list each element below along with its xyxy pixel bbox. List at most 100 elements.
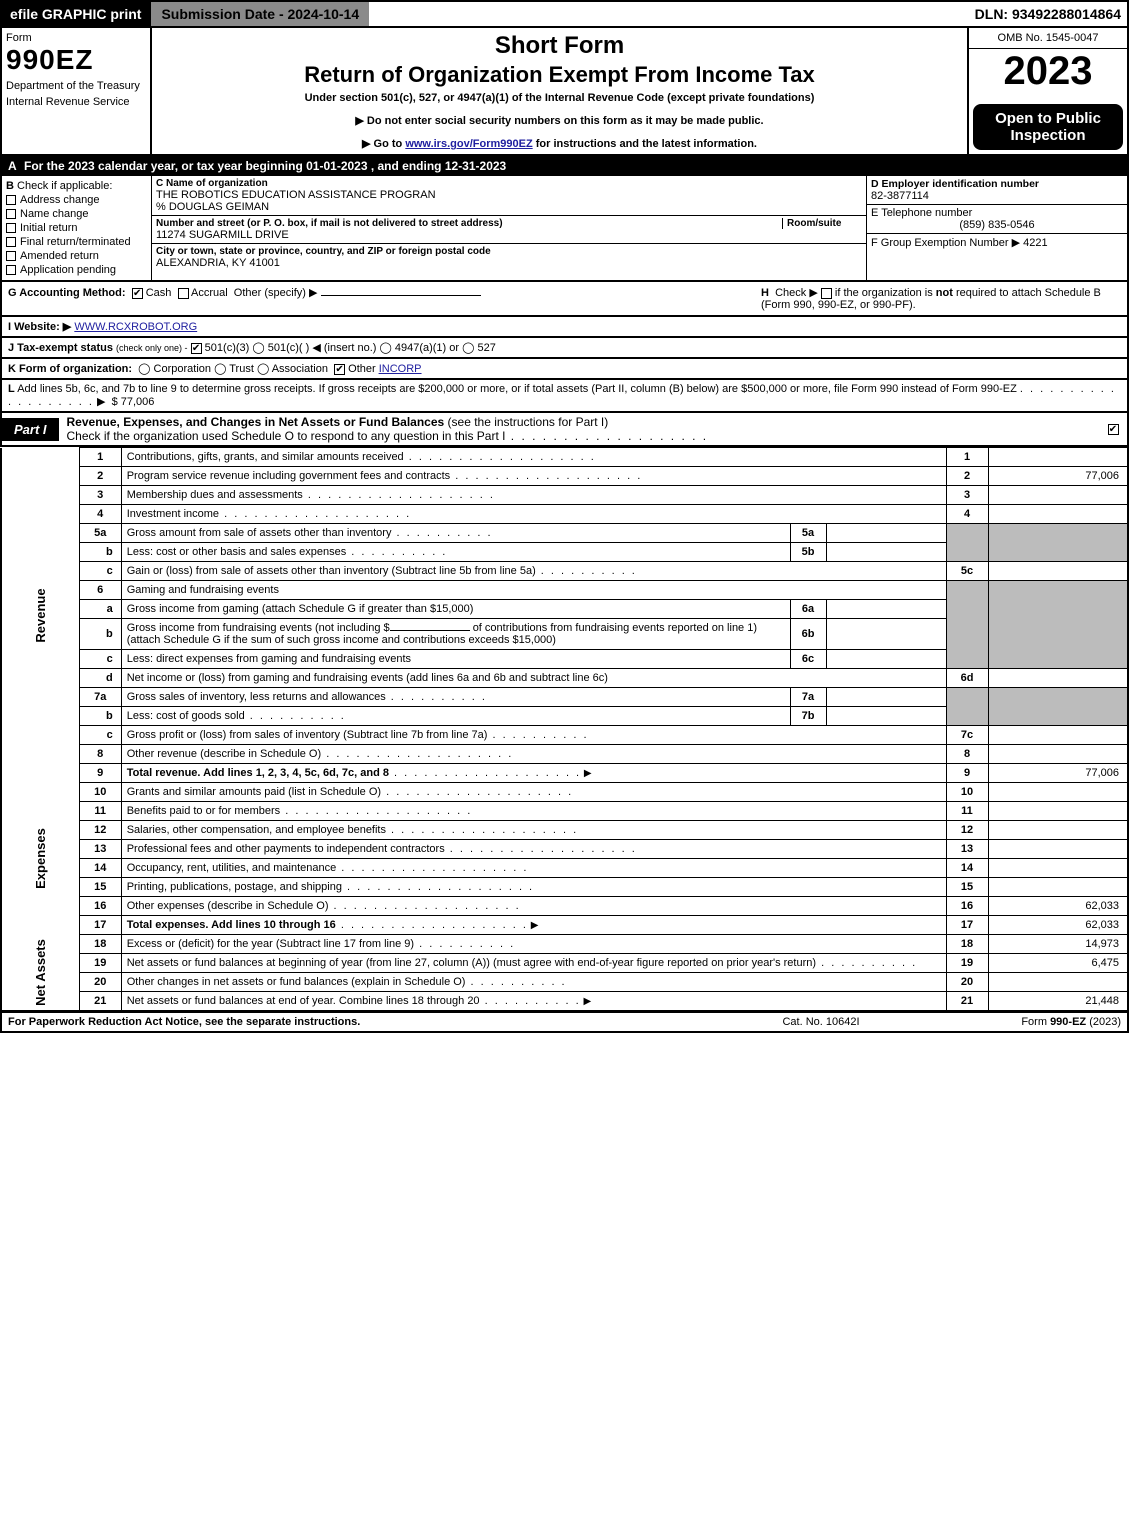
line-no: 10	[79, 783, 121, 802]
checkbox-icon	[6, 223, 16, 233]
desc-text: Total expenses. Add lines 10 through 16	[127, 919, 336, 931]
footer-right-post: (2023)	[1086, 1016, 1121, 1028]
line-desc: Net assets or fund balances at beginning…	[121, 954, 946, 973]
footer-catno: Cat. No. 10642I	[721, 1016, 921, 1028]
opt-address: Address change	[20, 194, 100, 206]
short-form-title: Short Form	[160, 32, 959, 60]
other-specify-label: Other (specify) ▶	[234, 287, 318, 299]
checkbox-icon	[6, 251, 16, 261]
checkbox-h-icon[interactable]	[821, 288, 832, 299]
right-no: 3	[946, 486, 988, 505]
desc-text: Gross amount from sale of assets other t…	[127, 527, 392, 539]
desc-text: Less: cost of goods sold	[127, 710, 245, 722]
incorp-link[interactable]: INCORP	[379, 363, 422, 375]
dots	[303, 489, 495, 501]
line-13: 13 Professional fees and other payments …	[1, 840, 1128, 859]
row-j-tax-exempt: J Tax-exempt status (check only one) - 5…	[0, 338, 1129, 359]
dots	[450, 470, 642, 482]
right-val	[988, 669, 1128, 688]
line-8: 8 Other revenue (describe in Schedule O)…	[1, 745, 1128, 764]
checkbox-501c3-icon[interactable]	[191, 343, 202, 354]
amount-blank[interactable]	[390, 630, 470, 631]
desc-text: Net assets or fund balances at end of ye…	[127, 995, 480, 1007]
desc-text: Program service revenue including govern…	[127, 470, 450, 482]
line-6: 6 Gaming and fundraising events	[1, 581, 1128, 600]
top-bar: efile GRAPHIC print Submission Date - 20…	[0, 0, 1129, 28]
right-no: 6d	[946, 669, 988, 688]
k-opts: ◯ Corporation ◯ Trust ◯ Association	[138, 363, 328, 375]
line-no: 9	[79, 764, 121, 783]
line-no: 8	[79, 745, 121, 764]
care-of: % DOUGLAS GEIMAN	[156, 201, 862, 213]
mid-no: 6a	[790, 600, 826, 619]
line-no: 2	[79, 467, 121, 486]
checkbox-accrual-icon[interactable]	[178, 288, 189, 299]
form-header: Form 990EZ Department of the Treasury In…	[0, 28, 1129, 156]
right-val	[988, 448, 1128, 467]
line-no: 5a	[79, 524, 121, 543]
header-left: Form 990EZ Department of the Treasury In…	[2, 28, 152, 154]
shade-cell	[988, 524, 1128, 562]
line-desc: Contributions, gifts, grants, and simila…	[121, 448, 946, 467]
l-amount: $ 77,006	[112, 396, 155, 408]
chk-initial-return[interactable]: Initial return	[6, 222, 147, 234]
chk-application-pending[interactable]: Application pending	[6, 264, 147, 276]
line-desc: Excess or (deficit) for the year (Subtra…	[121, 935, 946, 954]
irs-link[interactable]: www.irs.gov/Form990EZ	[405, 138, 532, 150]
dots	[386, 691, 487, 703]
column-b: B Check if applicable: Address change Na…	[2, 176, 152, 280]
right-val: 6,475	[988, 954, 1128, 973]
checkbox-schedule-o-icon[interactable]	[1108, 424, 1119, 435]
arrow-icon: ▶	[1012, 237, 1020, 249]
right-val: 14,973	[988, 935, 1128, 954]
line-4: 4 Investment income 4	[1, 505, 1128, 524]
other-input-line[interactable]	[321, 295, 481, 296]
line-no: d	[79, 669, 121, 688]
website-link[interactable]: WWW.RCXROBOT.ORG	[74, 321, 197, 333]
efile-label[interactable]: efile GRAPHIC print	[2, 2, 149, 26]
right-val: 77,006	[988, 467, 1128, 486]
chk-address-change[interactable]: Address change	[6, 194, 147, 206]
line-no: 12	[79, 821, 121, 840]
right-no: 20	[946, 973, 988, 992]
arrow-icon	[581, 767, 591, 779]
right-no: 7c	[946, 726, 988, 745]
line-desc: Investment income	[121, 505, 946, 524]
column-c: C Name of organization THE ROBOTICS EDUC…	[152, 176, 867, 280]
line-desc: Gross amount from sale of assets other t…	[121, 524, 790, 543]
shade-cell	[946, 688, 988, 726]
mid-no: 7a	[790, 688, 826, 707]
mid-no: 5a	[790, 524, 826, 543]
instruction-ssn: ▶ Do not enter social security numbers o…	[160, 114, 959, 127]
right-no: 15	[946, 878, 988, 897]
dots	[404, 451, 596, 463]
right-val: 62,033	[988, 916, 1128, 935]
dots	[465, 976, 566, 988]
org-name: THE ROBOTICS EDUCATION ASSISTANCE PROGRA…	[156, 189, 862, 201]
line-desc: Printing, publications, postage, and shi…	[121, 878, 946, 897]
dots	[381, 786, 573, 798]
mid-val	[826, 543, 946, 562]
checkbox-other-icon[interactable]	[334, 364, 345, 375]
line-18: Net Assets 18 Excess or (deficit) for th…	[1, 935, 1128, 954]
arrow-icon	[581, 995, 591, 1007]
i-label: I Website: ▶	[8, 321, 71, 333]
chk-name-change[interactable]: Name change	[6, 208, 147, 220]
chk-amended-return[interactable]: Amended return	[6, 250, 147, 262]
page-footer: For Paperwork Reduction Act Notice, see …	[0, 1012, 1129, 1033]
dots	[386, 824, 578, 836]
k-label: K Form of organization:	[8, 363, 132, 375]
b-label-text: Check if applicable:	[17, 180, 112, 192]
part-i-subline: Check if the organization used Schedule …	[67, 429, 506, 443]
part-i-title-rest: (see the instructions for Part I)	[444, 415, 608, 429]
right-no: 2	[946, 467, 988, 486]
part-i-table: Revenue 1 Contributions, gifts, grants, …	[0, 447, 1129, 1012]
chk-final-return[interactable]: Final return/terminated	[6, 236, 147, 248]
shade-cell	[946, 524, 988, 562]
line-16: 16 Other expenses (describe in Schedule …	[1, 897, 1128, 916]
checkbox-cash-icon[interactable]	[132, 288, 143, 299]
desc-text: Other changes in net assets or fund bala…	[127, 976, 466, 988]
revenue-text: Revenue	[33, 582, 48, 649]
expenses-side-label: Expenses	[1, 783, 79, 935]
footer-right-pre: Form	[1021, 1016, 1050, 1028]
